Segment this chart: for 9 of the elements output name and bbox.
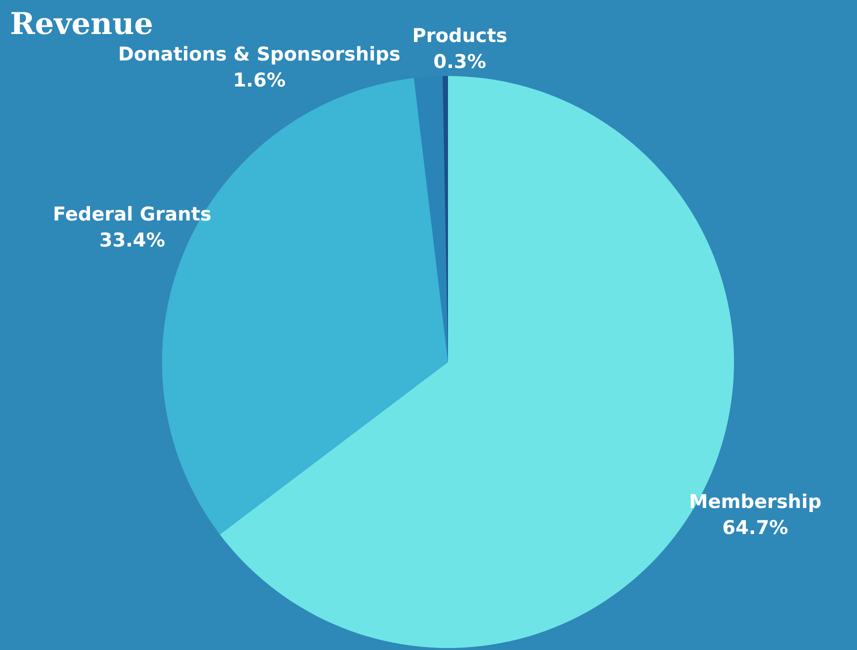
data-label: 64.7% (722, 516, 788, 539)
slice-label: Membership (689, 490, 822, 513)
data-label: 0.3% (433, 50, 486, 73)
data-label: 1.6% (232, 70, 286, 92)
data-label: 33.4% (99, 230, 166, 252)
chart-title: Revenue (10, 7, 154, 42)
slice-label: Federal Grants (52, 204, 212, 226)
slice-label: Products (412, 24, 508, 47)
slice-label: Donations & Sponsorships (118, 44, 400, 66)
